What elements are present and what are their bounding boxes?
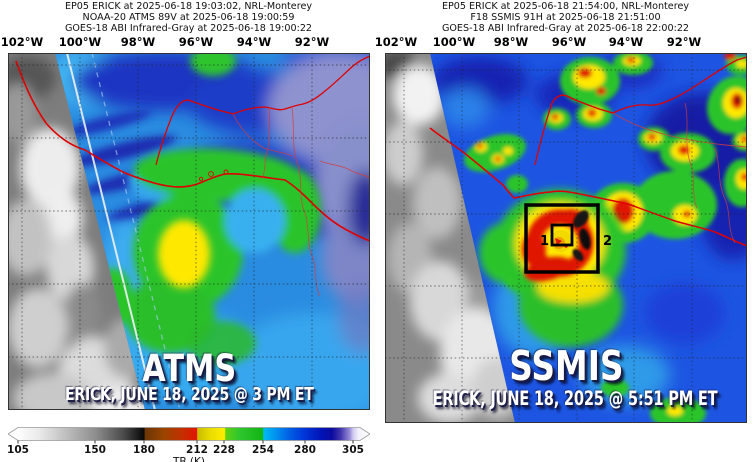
colorbar-tick: 280 [294,444,316,456]
ir-gray-clouds-layer [385,53,515,423]
storm-core [479,189,626,347]
panel-title-line: GOES-18 ABI Infrared-Gray at 2025-06-18 … [441,22,690,34]
swath-edge-dashed [91,53,181,410]
colorbar-tick: 212 [186,444,208,456]
colorbar-tick: 254 [252,444,274,456]
gulf-coastline [534,56,747,166]
x-axis-label: 98°W [493,35,529,49]
gulf-coastline [155,55,370,166]
x-axis-label: 92°W [294,35,330,49]
x-axis-label: 92°W [666,35,702,49]
sensor-label: SSMIS [508,342,624,390]
ir-gray-clouds-layer [8,56,145,410]
colorbar-tick: 305 [342,444,364,456]
x-axis-label: 96°W [178,35,214,49]
colorbar-tick-labels: 105 150 180 212 228 254 280 305 [7,444,370,456]
x-axis-label: 94°W [236,35,272,49]
analysis-box-inner [550,223,574,247]
atms-map: ATMS ERICK, JUNE 18, 2025 @ 3 PM ET [8,53,370,410]
analysis-box-label-1: 1 [540,234,549,249]
x-axis-label: 94°W [608,35,644,49]
ssmis-map-image: 1 2 [385,53,747,423]
map-border [8,53,370,410]
colorbar-tick: 228 [213,444,235,456]
panel-ssmis: EP05 ERICK at 2025-06-18 21:54:00, NRL-M… [375,0,754,462]
swath-edge-seam [66,53,156,410]
x-axis-labels: 102°W 100°W 98°W 96°W 94°W 92°W [0,35,377,49]
panel-title-line: EP05 ERICK at 2025-06-18 19:03:02, NRL-M… [64,1,313,12]
colorbar-title: TB (K) [172,456,206,462]
x-axis-label: 102°W [374,35,418,49]
map-border [385,53,747,423]
state-borders [232,106,370,297]
grid-lines [385,53,747,423]
convective-cells-layer [464,53,747,423]
colorbar: 105 150 180 212 228 254 280 305 TB (K) [7,427,370,462]
x-axis-label: 102°W [0,35,44,49]
storm-caption: ERICK, JUNE 18, 2025 @ 3 PM ET [64,384,314,405]
x-axis-label: 100°W [432,35,476,49]
panel-title-line: F18 SSMIS 91H at 2025-06-18 21:51:00 [470,11,661,23]
panel-title-line: EP05 ERICK at 2025-06-18 21:54:00, NRL-M… [441,1,690,12]
eyewall-cold-black [572,210,591,261]
x-axis-label: 100°W [58,35,102,49]
panel-title-block: EP05 ERICK at 2025-06-18 21:54:00, NRL-M… [377,1,754,34]
cold-core-yellow [158,220,210,288]
analysis-box-outer [524,203,600,274]
coastline-layer [15,55,370,297]
colorbar-tick: 150 [84,444,106,456]
analysis-box-label-2: 2 [603,234,612,249]
panel-title-line: GOES-18 ABI Infrared-Gray at 2025-06-18 … [64,22,313,34]
x-axis-label: 96°W [551,35,587,49]
panel-title-line: NOAA-20 ATMS 89V at 2025-06-18 19:00:59 [82,11,295,23]
grid-lines [8,53,370,410]
colorbar-tick: 105 [7,444,29,456]
coastline-layer [429,56,747,247]
state-borders [684,102,736,244]
atms-map-image [8,53,370,410]
colorbar-gradient [8,427,370,441]
storm-caption: ERICK, JUNE 18, 2025 @ 5:51 PM ET [432,387,718,410]
pacific-coastline [429,127,747,247]
colorbar-tick: 180 [133,444,155,456]
microwave-swath-layer: 1 2 [430,53,747,423]
x-axis-labels: 102°W 100°W 98°W 96°W 94°W 92°W [375,35,754,49]
panel-title-block: EP05 ERICK at 2025-06-18 19:03:02, NRL-M… [0,1,377,34]
panel-atms: EP05 ERICK at 2025-06-18 19:03:02, NRL-M… [0,1,377,410]
colorbar-gradient-svg [8,427,370,444]
colorbar-tick-marks [17,440,354,444]
x-axis-label: 98°W [120,35,156,49]
ssmis-map: 1 2 [385,53,747,423]
sensor-label: ATMS [142,347,236,390]
